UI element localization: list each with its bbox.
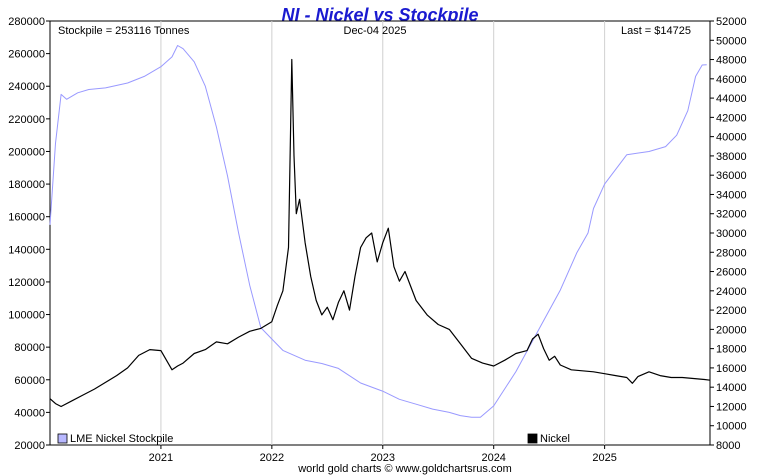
chart-title: NI - Nickel vs Stockpile (281, 5, 478, 25)
x-tick-label: 2022 (260, 452, 284, 464)
series-layer (49, 45, 711, 418)
left-tick-label: 120000 (8, 277, 45, 289)
right-tick-label: 46000 (716, 74, 747, 86)
x-axis: 2021 2022 2023 2024 2025 (149, 445, 617, 464)
right-tick-label: 12000 (716, 401, 747, 413)
left-tick-label: 280000 (8, 16, 45, 28)
right-tick-label: 38000 (716, 151, 747, 163)
legend-label: Nickel (540, 433, 570, 445)
right-tick-label: 40000 (716, 132, 747, 144)
plot-frame (49, 20, 711, 446)
right-tick-label: 10000 (716, 421, 747, 433)
x-tick-label: 2021 (149, 452, 173, 464)
header-date: Dec-04 2025 (344, 25, 407, 37)
right-tick-label: 14000 (716, 382, 747, 394)
vertical-gridlines (160, 21, 606, 445)
right-tick-label: 50000 (716, 35, 747, 47)
left-tick-label: 20000 (14, 440, 45, 452)
footer-credit: world gold charts © www.goldchartsrus.co… (297, 463, 512, 475)
x-tick-label: 2024 (481, 452, 505, 464)
right-tick-label: 44000 (716, 93, 747, 105)
right-tick-label: 8000 (716, 440, 740, 452)
right-tick-label: 30000 (716, 228, 747, 240)
left-tick-label: 220000 (8, 114, 45, 126)
left-tick-label: 240000 (8, 81, 45, 93)
right-tick-label: 48000 (716, 55, 747, 67)
right-tick-label: 52000 (716, 16, 747, 28)
right-tick-label: 22000 (716, 305, 747, 317)
left-tick-label: 100000 (8, 310, 45, 322)
header-last-price: Last = $14725 (621, 25, 691, 37)
right-tick-label: 28000 (716, 247, 747, 259)
left-axis: 20000 40000 60000 80000 100000 120000 140000 16… (8, 16, 50, 452)
right-tick-label: 42000 (716, 112, 747, 124)
legend-swatch (57, 433, 68, 444)
right-tick-label: 26000 (716, 267, 747, 279)
right-tick-label: 18000 (716, 344, 747, 356)
left-tick-label: 40000 (14, 407, 45, 419)
left-tick-label: 140000 (8, 244, 45, 256)
right-tick-label: 36000 (716, 170, 747, 182)
legend-swatch (527, 433, 538, 444)
right-tick-label: 34000 (716, 189, 747, 201)
series-line-lme-nickel-stockpile (49, 45, 707, 418)
legend-label: LME Nickel Stockpile (70, 433, 173, 445)
left-tick-label: 60000 (14, 375, 45, 387)
series-line-nickel (49, 58, 711, 408)
left-tick-label: 80000 (14, 342, 45, 354)
x-tick-label: 2023 (371, 452, 395, 464)
x-tick-label: 2025 (592, 452, 616, 464)
left-tick-label: 200000 (8, 146, 45, 158)
right-axis: 8000 10000 12000 14000 16000 18000 20000 22000 2… (710, 16, 747, 452)
right-tick-label: 16000 (716, 363, 747, 375)
header-stockpile: Stockpile = 253116 Tonnes (58, 25, 190, 37)
legend: LME Nickel Stockpile Nickel (57, 433, 570, 445)
right-tick-label: 32000 (716, 209, 747, 221)
left-tick-label: 260000 (8, 49, 45, 61)
left-tick-label: 160000 (8, 212, 45, 224)
left-tick-label: 180000 (8, 179, 45, 191)
right-tick-label: 24000 (716, 286, 747, 298)
right-tick-label: 20000 (716, 324, 747, 336)
